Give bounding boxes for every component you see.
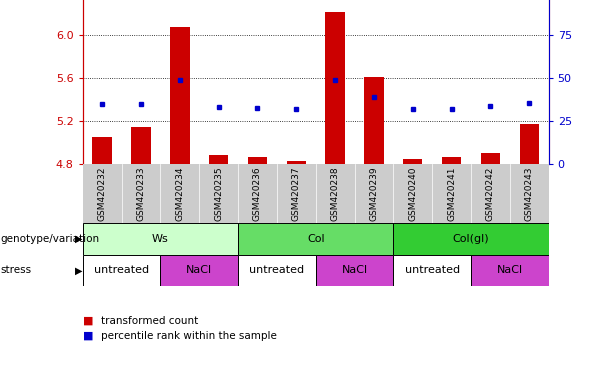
Text: transformed count: transformed count	[101, 316, 199, 326]
Bar	[238, 255, 316, 286]
Text: GSM420238: GSM420238	[330, 167, 340, 221]
Text: NaCl: NaCl	[341, 265, 368, 275]
Bar	[364, 77, 384, 164]
Bar	[394, 255, 471, 286]
Text: untreated: untreated	[405, 265, 460, 275]
Bar	[83, 255, 161, 286]
Bar	[481, 153, 500, 164]
Text: Col(gl): Col(gl)	[452, 234, 489, 244]
Text: ▶: ▶	[75, 234, 82, 244]
Bar	[471, 255, 549, 286]
Text: untreated: untreated	[94, 265, 149, 275]
Text: percentile rank within the sample: percentile rank within the sample	[101, 331, 277, 341]
Text: Col: Col	[307, 234, 324, 244]
Text: GSM420239: GSM420239	[370, 167, 378, 221]
Text: ▶: ▶	[75, 265, 82, 275]
Bar	[316, 255, 394, 286]
Text: GSM420241: GSM420241	[447, 167, 456, 221]
Text: GSM420237: GSM420237	[292, 167, 301, 221]
Bar	[403, 159, 422, 164]
Bar	[394, 223, 549, 255]
Text: untreated: untreated	[249, 265, 305, 275]
Bar	[248, 157, 267, 164]
Text: ■: ■	[83, 316, 93, 326]
Text: GSM420240: GSM420240	[408, 167, 417, 221]
Text: Ws: Ws	[152, 234, 169, 244]
Text: ■: ■	[83, 331, 93, 341]
Text: GSM420234: GSM420234	[175, 167, 185, 221]
Text: stress: stress	[1, 265, 32, 275]
Text: GSM420242: GSM420242	[486, 167, 495, 221]
Bar	[161, 255, 238, 286]
Bar	[93, 137, 112, 164]
Bar	[287, 161, 306, 164]
Text: GSM420236: GSM420236	[253, 167, 262, 221]
Text: NaCl: NaCl	[497, 265, 523, 275]
Bar	[326, 12, 345, 164]
Text: GSM420235: GSM420235	[214, 167, 223, 221]
Bar	[238, 223, 394, 255]
Bar	[170, 27, 189, 164]
Text: GSM420243: GSM420243	[525, 167, 534, 221]
Text: NaCl: NaCl	[186, 265, 212, 275]
Text: GSM420232: GSM420232	[97, 167, 107, 221]
Text: GSM420233: GSM420233	[137, 167, 145, 221]
Bar	[209, 155, 228, 164]
Bar	[519, 124, 539, 164]
Bar	[83, 223, 238, 255]
Bar	[442, 157, 462, 164]
Bar	[131, 127, 151, 164]
Text: genotype/variation: genotype/variation	[1, 234, 100, 244]
